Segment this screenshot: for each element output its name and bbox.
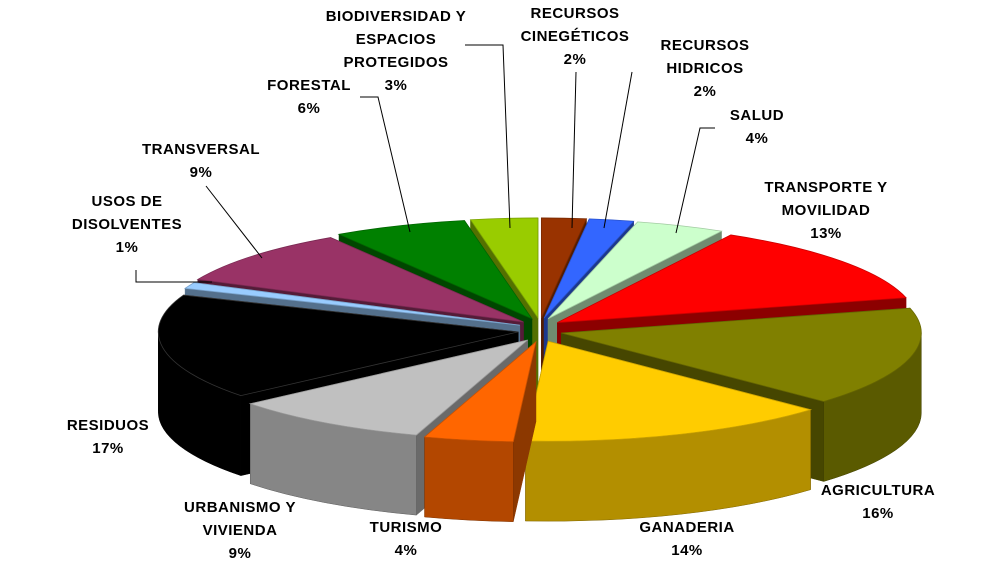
slice-percent-label: 1%: [116, 239, 139, 256]
slice-name-label: HIDRICOS: [666, 60, 743, 77]
slice-top: [423, 340, 537, 443]
slice-percent-label: 14%: [671, 542, 703, 559]
leader-line: [205, 185, 263, 259]
slice-percent-label: 4%: [746, 130, 769, 147]
slice-name-label: AGRICULTURA: [821, 482, 935, 499]
slice-percent-label: 9%: [190, 164, 213, 181]
slice-name-label: BIODIVERSIDAD Y: [326, 8, 467, 25]
slice-percent-label: 3%: [385, 77, 408, 94]
leader-line: [571, 71, 577, 229]
slice-name-label: USOS DE: [91, 193, 162, 210]
slice-name-label: RECURSOS: [530, 5, 619, 22]
slice-name-label: SALUD: [730, 107, 784, 124]
pie-slice: [524, 340, 813, 522]
slice-top: [469, 217, 539, 320]
slice-name-label: CINEGÉTICOS: [521, 28, 630, 45]
pie-slices: [157, 217, 922, 522]
leader-line: [465, 44, 511, 229]
slice-name-label: VIVIENDA: [203, 522, 278, 539]
pie-slice: [423, 340, 537, 522]
slice-labels: RECURSOS CINEGÉTICOS 2% RECURSOS HIDRICOS 2% S…: [67, 5, 935, 562]
slice-name-label: GANADERIA: [639, 519, 734, 536]
slice-percent-label: 4%: [395, 542, 418, 559]
slice-top: [196, 237, 524, 323]
slice-percent-label: 16%: [862, 505, 894, 522]
slice-name-label: RECURSOS: [660, 37, 749, 54]
slice-top: [543, 218, 635, 319]
slice-name-label: DISOLVENTES: [72, 216, 182, 233]
slice-top: [524, 340, 813, 442]
slice-name-label: FORESTAL: [267, 77, 351, 94]
slice-name-label: TURISMO: [370, 519, 443, 536]
slice-name-label: TRANSVERSAL: [142, 141, 260, 158]
leader-line: [603, 71, 633, 229]
slice-top: [183, 282, 520, 326]
slice-top: [557, 234, 907, 323]
slice-top: [248, 339, 528, 436]
leader-line: [675, 127, 715, 234]
slice-percent-label: 2%: [694, 83, 717, 100]
slice-percent-label: 13%: [810, 225, 842, 242]
slice-name-label: RESIDUOS: [67, 417, 149, 434]
slice-top: [547, 221, 723, 320]
slice-name-label: ESPACIOS: [356, 31, 436, 48]
slice-percent-label: 6%: [298, 100, 321, 117]
slice-percent-label: 2%: [564, 51, 587, 68]
slice-name-label: URBANISMO Y: [184, 499, 296, 516]
slice-name-label: MOVILIDAD: [782, 202, 871, 219]
slice-outer-wall: [424, 436, 514, 522]
leader-line: [360, 96, 411, 233]
slice-name-label: TRANSPORTE Y: [764, 179, 887, 196]
slice-percent-label: 17%: [92, 440, 124, 457]
slice-top: [561, 307, 922, 402]
slice-top: [540, 217, 588, 319]
slice-name-label: PROTEGIDOS: [343, 54, 448, 71]
slice-percent-label: 9%: [229, 545, 252, 562]
slice-top: [337, 220, 534, 320]
leader-line: [135, 270, 212, 283]
slice-top: [157, 294, 519, 397]
